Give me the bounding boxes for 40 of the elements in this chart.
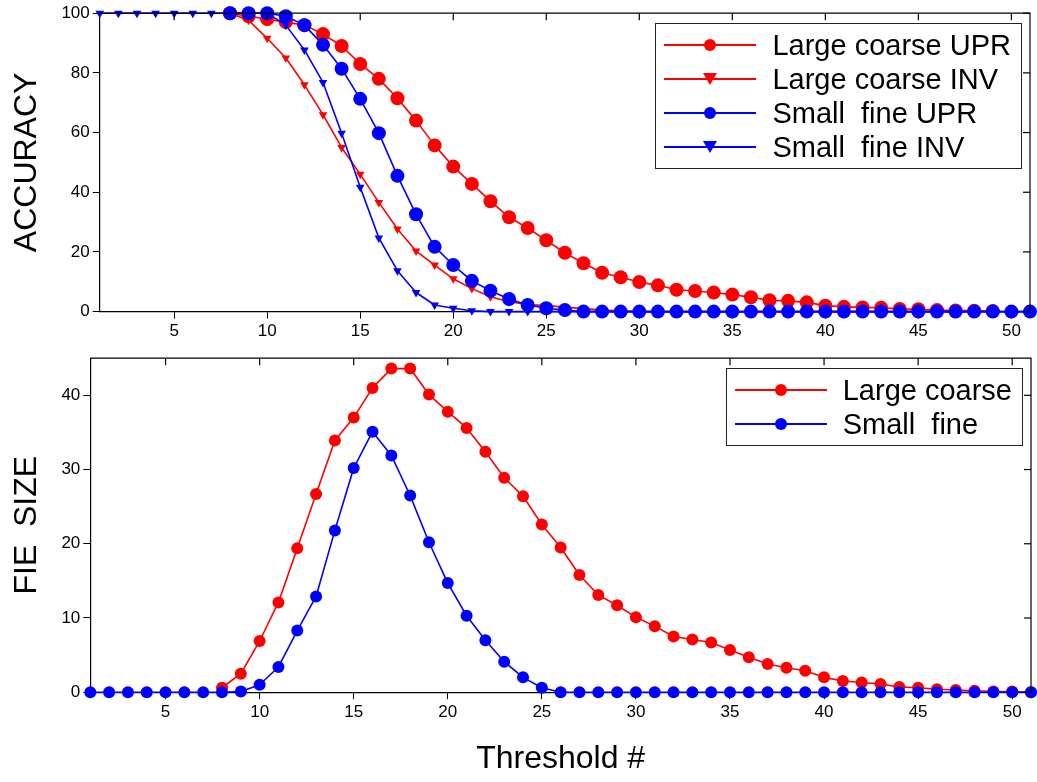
x-tick-label: 30 <box>626 702 646 722</box>
x-axis-title: Threshold # <box>476 738 646 775</box>
x-tick-label: 5 <box>169 321 179 341</box>
x-tick-label: 40 <box>815 321 835 341</box>
x-tick-label: 25 <box>536 321 556 341</box>
y-tick-label: 100 <box>61 2 90 22</box>
y-axis-title: FIE SIZE <box>7 455 44 595</box>
x-tick-label: 20 <box>438 702 458 722</box>
legend-label: Large coarse <box>842 373 1012 407</box>
y-tick-label: 20 <box>61 533 81 553</box>
legend-label: Large coarse UPR <box>772 28 1011 62</box>
y-tick-label: 10 <box>61 607 81 627</box>
y-tick-label: 40 <box>70 181 90 201</box>
x-tick-label: 10 <box>250 702 270 722</box>
x-tick-label: 50 <box>1002 702 1022 722</box>
x-tick-label: 15 <box>350 321 370 341</box>
x-tick-label: 35 <box>720 702 740 722</box>
x-tick-label: 25 <box>532 702 552 722</box>
y-tick-label: 40 <box>61 385 81 404</box>
legend-label: Small fine UPR <box>772 96 978 130</box>
x-tick-label: 45 <box>908 702 928 722</box>
legend-label: Small fine <box>842 407 979 441</box>
x-tick-label: 20 <box>443 321 463 341</box>
y-tick-label: 60 <box>70 122 90 142</box>
y-tick-label: 80 <box>70 62 90 82</box>
legend-label: Small fine INV <box>772 130 965 164</box>
y-tick-label: 0 <box>70 681 81 701</box>
x-tick-label: 5 <box>160 702 171 722</box>
x-tick-label: 45 <box>908 321 928 341</box>
x-tick-label: 15 <box>344 702 364 722</box>
y-tick-label: 30 <box>61 459 81 479</box>
y-tick-label: 20 <box>70 241 90 261</box>
x-tick-label: 35 <box>722 321 742 341</box>
x-tick-label: 10 <box>257 321 277 341</box>
legend-label: Large coarse INV <box>772 62 999 96</box>
y-axis-title: ACCURACY <box>7 72 44 253</box>
x-tick-label: 30 <box>629 321 649 341</box>
y-tick-label: 0 <box>80 301 90 321</box>
x-tick-label: 50 <box>1001 321 1021 341</box>
x-tick-label: 40 <box>814 702 834 722</box>
